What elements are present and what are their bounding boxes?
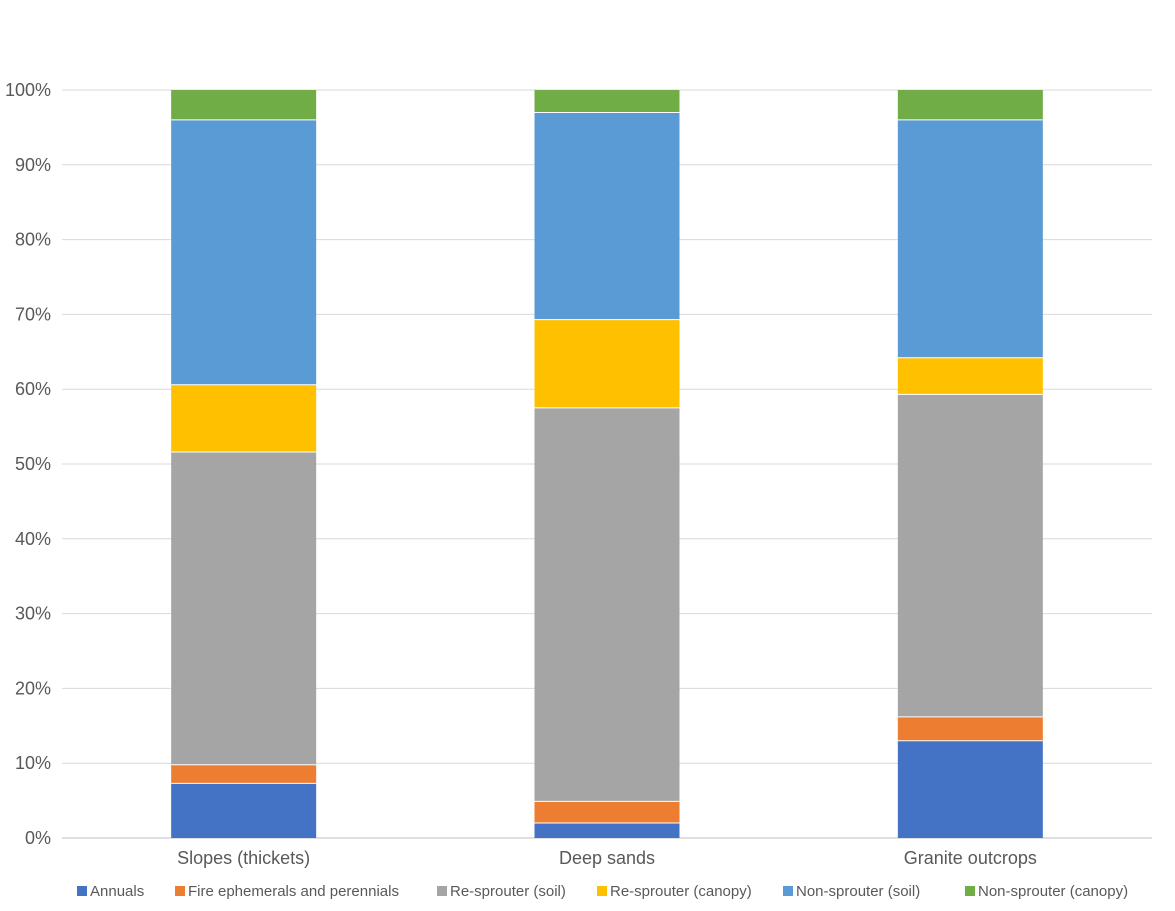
legend-swatch (175, 886, 185, 896)
y-tick-label: 60% (15, 379, 51, 399)
bar-segment-re-sprouter-canopy (534, 319, 680, 408)
y-tick-label: 40% (15, 529, 51, 549)
legend-swatch (77, 886, 87, 896)
bar-segment-non-sprouter-canopy (897, 90, 1043, 120)
bar-segment-fire-ephemerals-and-perennials (534, 801, 680, 824)
legend-label: Re-sprouter (canopy) (610, 883, 752, 900)
legend-label: Non-sprouter (canopy) (978, 883, 1128, 900)
legend: Annuals Fire ephemerals and perennials Re-… (77, 883, 1128, 900)
legend-label: Re-sprouter (soil) (450, 883, 566, 900)
bar-segment-re-sprouter-soil (171, 452, 317, 765)
bar-segment-annuals (897, 740, 1043, 838)
legend-swatch (597, 886, 607, 896)
x-tick-label: Deep sands (559, 848, 655, 868)
y-tick-label: 70% (15, 304, 51, 324)
y-tick-label: 30% (15, 604, 51, 624)
bar-segment-re-sprouter-soil (534, 407, 680, 802)
y-tick-label: 20% (15, 678, 51, 698)
legend-item: Fire ephemerals and perennials (175, 883, 399, 900)
y-tick-label: 0% (25, 828, 51, 848)
legend-swatch (965, 886, 975, 896)
legend-label: Non-sprouter (soil) (796, 883, 920, 900)
legend-swatch (437, 886, 447, 896)
bar-segment-re-sprouter-canopy (171, 384, 317, 453)
legend-item: Annuals (77, 883, 144, 900)
y-tick-label: 50% (15, 454, 51, 474)
x-tick-label: Granite outcrops (904, 848, 1037, 868)
bar-segment-non-sprouter-canopy (534, 90, 680, 113)
y-tick-label: 10% (15, 753, 51, 773)
legend-item: Non-sprouter (canopy) (965, 883, 1128, 900)
bar-segment-re-sprouter-soil (897, 394, 1043, 717)
y-tick-label: 80% (15, 230, 51, 250)
legend-swatch (783, 886, 793, 896)
bar-segment-fire-ephemerals-and-perennials (897, 716, 1043, 741)
bar-segment-non-sprouter-soil (171, 119, 317, 385)
x-tick-label: Slopes (thickets) (177, 848, 310, 868)
y-tick-label: 90% (15, 155, 51, 175)
legend-label: Annuals (90, 883, 144, 900)
legend-item: Re-sprouter (soil) (437, 883, 566, 900)
legend-item: Re-sprouter (canopy) (597, 883, 752, 900)
bar-segment-non-sprouter-soil (897, 119, 1043, 358)
bar-segment-non-sprouter-soil (534, 112, 680, 320)
bars (171, 90, 1043, 838)
x-axis-tick-labels: Slopes (thickets) Deep sands Granite outcr… (177, 848, 1037, 868)
bar-segment-annuals (534, 823, 680, 838)
bar-segment-re-sprouter-canopy (897, 357, 1043, 395)
bar-segment-annuals (171, 783, 317, 838)
bar-segment-non-sprouter-canopy (171, 90, 317, 120)
y-axis-tick-labels: 0% 10% 20% 30% 40% 50% 60% 70% 80% 90% 100% (5, 80, 51, 848)
legend-item: Non-sprouter (soil) (783, 883, 920, 900)
y-tick-label: 100% (5, 80, 51, 100)
bar-segment-fire-ephemerals-and-perennials (171, 764, 317, 784)
legend-label: Fire ephemerals and perennials (188, 883, 399, 900)
